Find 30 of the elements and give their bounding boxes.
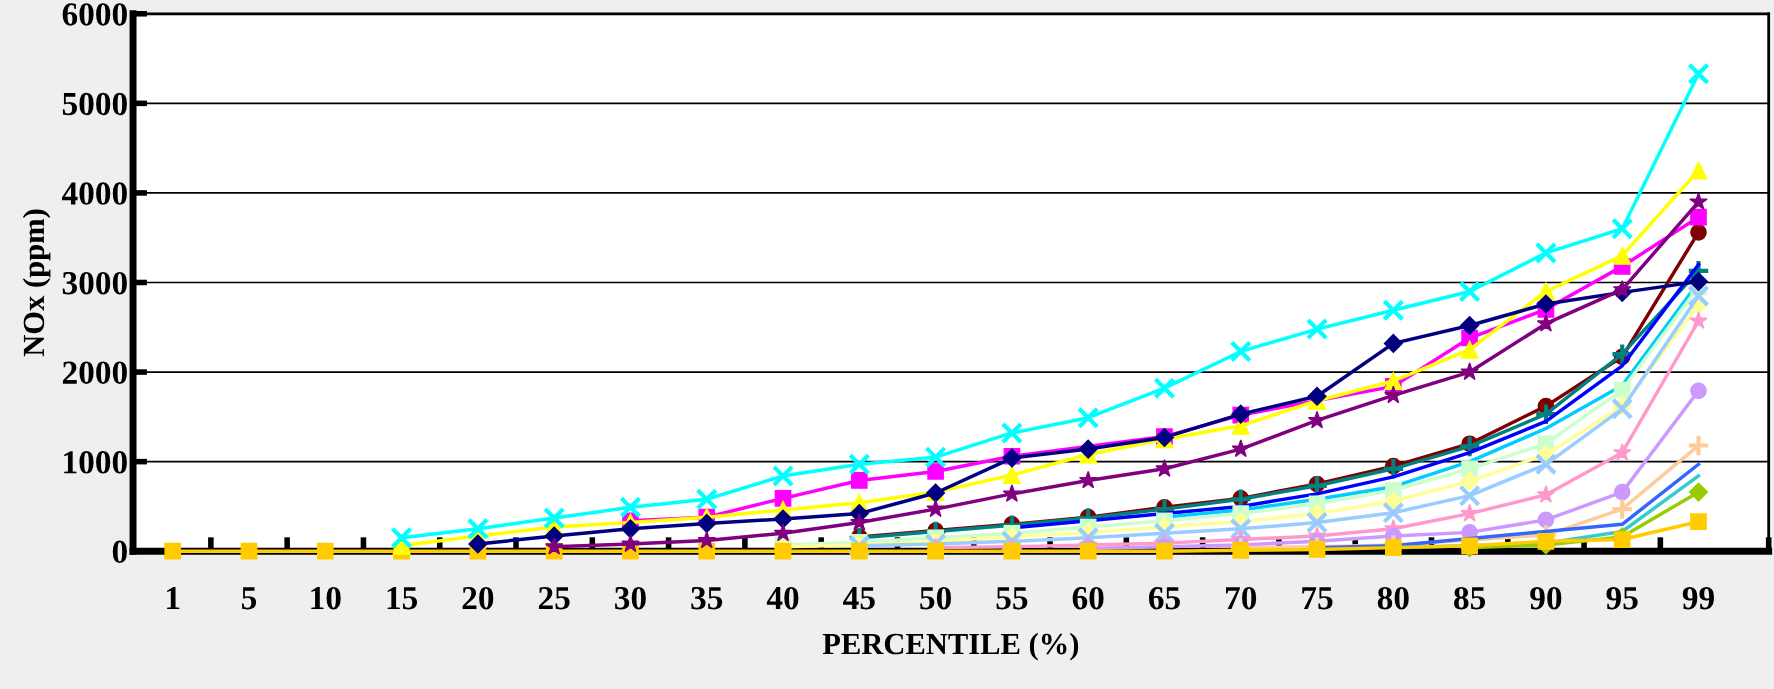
y-tick-label: 4000 xyxy=(61,182,127,205)
x-tick-label: 10 xyxy=(311,586,341,610)
x-tick-label: 90 xyxy=(1530,586,1562,610)
x-tick-label: 25 xyxy=(538,586,570,610)
x-tick-label: 20 xyxy=(462,586,494,610)
x-tick-label: 55 xyxy=(996,587,1028,610)
x-tick-label: 75 xyxy=(1302,587,1333,610)
y-tick-label: 5000 xyxy=(62,92,127,116)
y-axis-title: NOx (ppm) xyxy=(22,209,51,357)
x-tick-label: 70 xyxy=(1226,586,1257,610)
x-tick-label: 45 xyxy=(843,587,875,610)
y-tick-label: 2000 xyxy=(62,361,127,384)
x-tick-label: 30 xyxy=(615,586,646,610)
x-axis-title: PERCENTILE (%) xyxy=(822,632,1079,661)
x-tick-label: 80 xyxy=(1377,586,1409,610)
x-tick-label: 1 xyxy=(167,587,180,610)
x-tick-label: 99 xyxy=(1682,586,1714,610)
x-tick-label: 95 xyxy=(1606,586,1638,610)
x-tick-label: 50 xyxy=(920,586,951,610)
x-tick-label: 60 xyxy=(1072,586,1104,610)
y-tick-label: 0 xyxy=(112,540,127,564)
x-tick-label: 35 xyxy=(691,586,723,610)
x-tick-label: 5 xyxy=(242,587,257,610)
x-tick-label: 65 xyxy=(1148,586,1180,610)
y-tick-label: 1000 xyxy=(64,451,127,474)
x-tick-label: 15 xyxy=(387,587,418,610)
y-tick-label: 6000 xyxy=(62,3,127,26)
x-tick-label: 85 xyxy=(1454,586,1486,610)
y-tick-label: 3000 xyxy=(62,271,127,295)
x-tick-label: 40 xyxy=(766,586,799,610)
